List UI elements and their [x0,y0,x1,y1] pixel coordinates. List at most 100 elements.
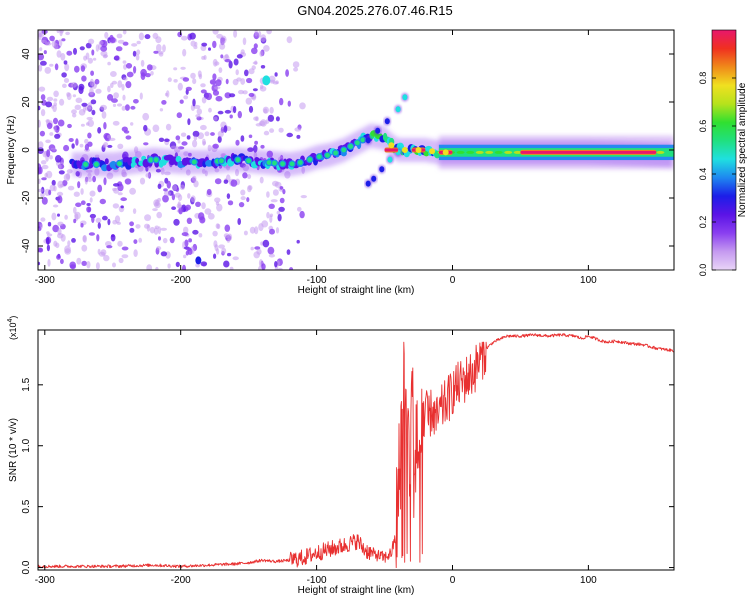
noise-speckle [204,131,210,137]
noise-speckle [260,34,267,42]
noise-speckle [164,138,170,142]
noise-speckle [65,31,70,36]
noise-speckle [270,199,278,203]
noise-speckle [267,246,275,255]
noise-speckle [82,235,87,243]
noise-speckle [205,92,212,101]
snr-x-ticks: -300 -200 -100 0 100 [35,330,597,586]
noise-speckle [201,202,206,210]
ridge-hotspot [315,153,323,161]
x-tick-label: 100 [580,275,597,286]
noise-speckle [74,211,81,220]
noise-speckle [240,135,245,142]
noise-speckle [282,188,286,195]
noise-speckle [62,180,68,186]
noise-speckle [182,48,187,57]
noise-speckle [45,119,51,123]
noise-speckle [175,261,180,268]
ridge-band-grain [466,150,475,154]
noise-speckle [117,192,123,196]
noise-speckle [240,189,246,196]
noise-speckle [187,193,191,199]
noise-speckle [218,244,226,249]
noise-speckle [60,53,66,61]
noise-speckle [238,202,245,208]
noise-speckle [113,92,119,99]
noise-speckle [169,236,175,244]
noise-speckle [140,59,145,67]
noise-speckle [152,208,158,212]
noise-speckle [112,187,117,192]
noise-speckle [80,188,84,195]
noise-speckle [38,141,44,149]
noise-speckle [183,254,187,259]
noise-speckle [296,239,300,244]
noise-speckle [206,188,212,196]
ridge-hotspot [190,158,198,166]
colorbar-tick-label: 0.8 [698,72,708,85]
noise-speckle [217,110,224,115]
noise-speckle [201,42,208,47]
noise-speckle [267,114,275,122]
noise-speckle [195,114,201,118]
noise-speckle [292,61,300,68]
noise-speckle [121,105,126,111]
noise-speckle [78,83,85,91]
noise-speckle [131,43,138,47]
noise-speckle [182,77,190,82]
noise-speckle [296,134,301,139]
noise-speckle [108,137,116,141]
noise-speckle [152,124,160,133]
noise-speckle [180,132,187,137]
noise-speckle [143,124,148,132]
noise-speckle [112,219,118,225]
x-tick-label: -200 [171,575,191,586]
noise-speckle [221,247,227,255]
noise-speckle [268,203,275,209]
noise-speckle [154,225,160,230]
x-tick-label: -100 [307,275,327,286]
noise-speckle [213,116,218,121]
noise-speckle [146,64,153,71]
noise-speckle [171,206,177,210]
branch-blob [365,180,371,187]
noise-speckle [256,248,262,255]
noise-speckle [287,100,291,107]
noise-speckle [66,50,73,56]
noise-speckle [87,102,92,110]
noise-speckle [99,251,106,257]
noise-speckle [39,130,46,137]
noise-speckle [278,206,285,212]
noise-speckle [185,204,192,211]
noise-speckle [200,83,206,88]
noise-speckle [79,143,84,148]
branch-blob [395,106,401,113]
noise-speckle [155,266,159,270]
noise-speckle [149,226,155,234]
noise-speckle [41,39,48,44]
noise-speckle [226,193,231,200]
noise-speckle [201,96,207,104]
noise-speckle [142,112,150,121]
noise-speckle [144,34,151,40]
noise-speckle [114,55,120,60]
noise-speckle [179,184,185,191]
noise-speckle [45,139,51,144]
noise-speckle [276,210,280,215]
noise-speckle [47,122,53,130]
noise-speckle [53,125,57,132]
noise-speckle [220,35,227,44]
noise-speckle [95,88,102,94]
noise-speckle [240,78,246,85]
noise-speckle [166,90,170,98]
noise-speckle [73,191,80,197]
noise-speckle [175,135,181,141]
noise-speckle [259,86,267,92]
noise-speckle [56,254,61,260]
noise-speckle [177,82,183,91]
snr-panel: -300 -200 -100 0 100 0.0 0.5 1.0 1.5 Height of … [7,316,675,596]
noise-speckle [109,37,116,43]
noise-speckle [208,47,211,51]
noise-speckle [144,214,152,222]
ridge-band-grain [504,150,513,154]
